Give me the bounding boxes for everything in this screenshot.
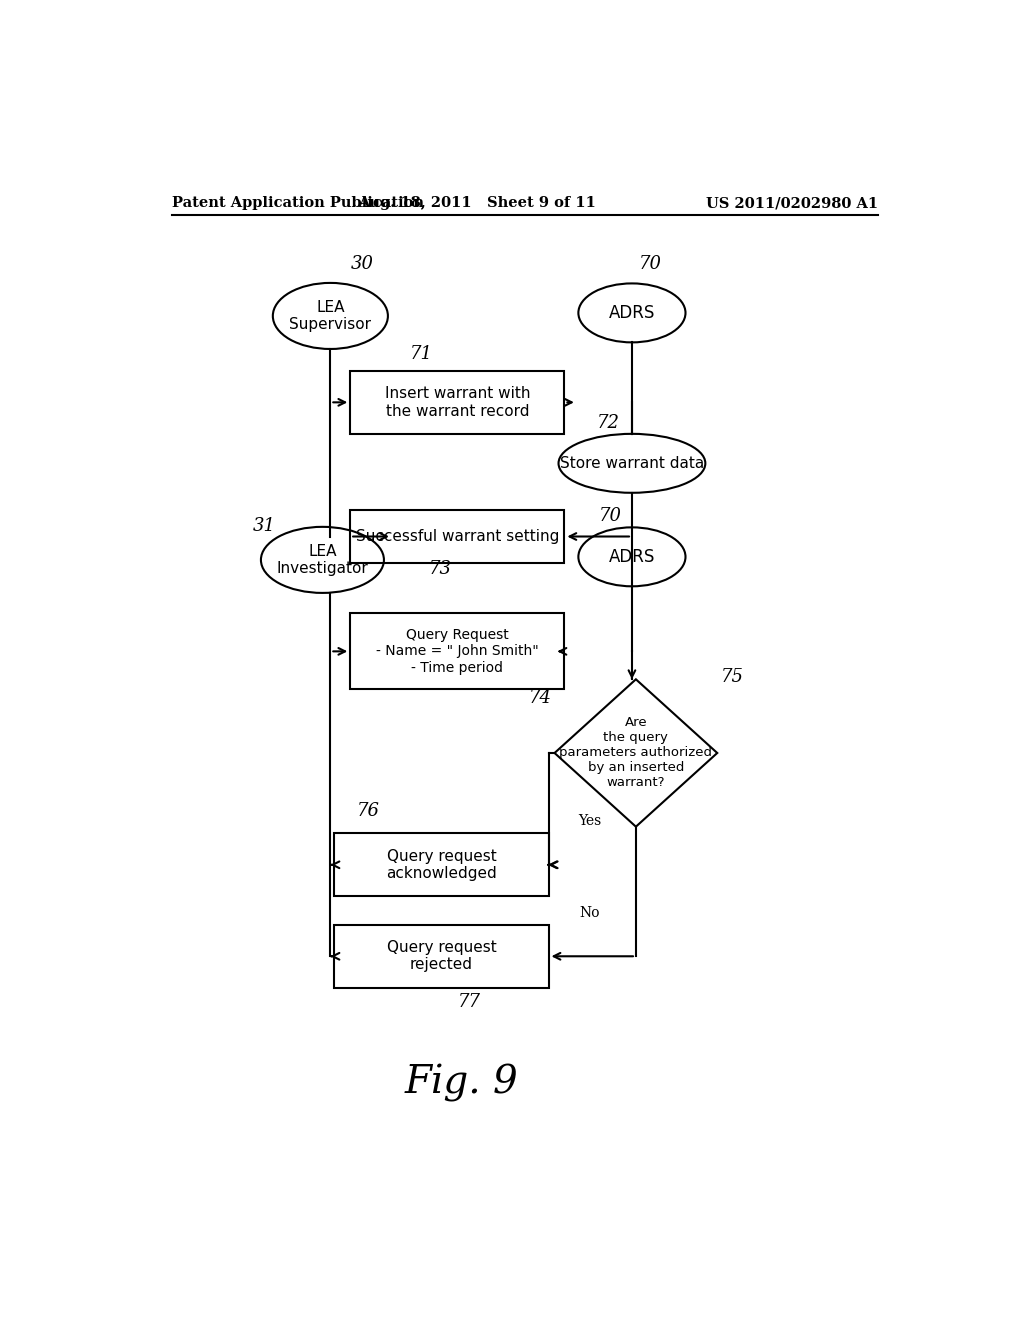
Bar (350, 614, 564, 689)
Bar (334, 833, 549, 896)
Text: Patent Application Publication: Patent Application Publication (172, 197, 424, 210)
Text: 72: 72 (597, 413, 620, 432)
Text: 74: 74 (529, 689, 552, 708)
Text: Store warrant data: Store warrant data (560, 455, 705, 471)
Text: Fig. 9: Fig. 9 (404, 1064, 518, 1102)
Text: Query request
rejected: Query request rejected (387, 940, 497, 973)
Text: 77: 77 (458, 993, 480, 1011)
Text: Insert warrant with
the warrant record: Insert warrant with the warrant record (385, 387, 530, 418)
Text: 70: 70 (639, 255, 662, 273)
Text: No: No (580, 906, 600, 920)
Text: US 2011/0202980 A1: US 2011/0202980 A1 (706, 197, 878, 210)
Text: 30: 30 (350, 255, 374, 273)
Text: 71: 71 (411, 345, 433, 363)
Text: ADRS: ADRS (608, 548, 655, 566)
Text: 73: 73 (428, 560, 452, 578)
Text: 75: 75 (721, 668, 744, 686)
Text: LEA
Investigator: LEA Investigator (276, 544, 369, 576)
Text: Successful warrant setting: Successful warrant setting (355, 529, 559, 544)
Text: 70: 70 (599, 507, 622, 525)
Text: 76: 76 (357, 803, 380, 820)
Text: 31: 31 (253, 517, 276, 536)
Bar (334, 925, 549, 987)
Text: Aug. 18, 2011   Sheet 9 of 11: Aug. 18, 2011 Sheet 9 of 11 (358, 197, 596, 210)
Text: Are
the query
parameters authorized
by an inserted
warrant?: Are the query parameters authorized by a… (559, 717, 713, 789)
Bar (350, 510, 564, 562)
Text: Query Request
- Name = " John Smith"
- Time period: Query Request - Name = " John Smith" - T… (376, 628, 539, 675)
Text: LEA
Supervisor: LEA Supervisor (290, 300, 372, 333)
Bar (350, 371, 564, 434)
Text: Yes: Yes (579, 814, 601, 828)
Text: Query request
acknowledged: Query request acknowledged (386, 849, 497, 880)
Text: ADRS: ADRS (608, 304, 655, 322)
